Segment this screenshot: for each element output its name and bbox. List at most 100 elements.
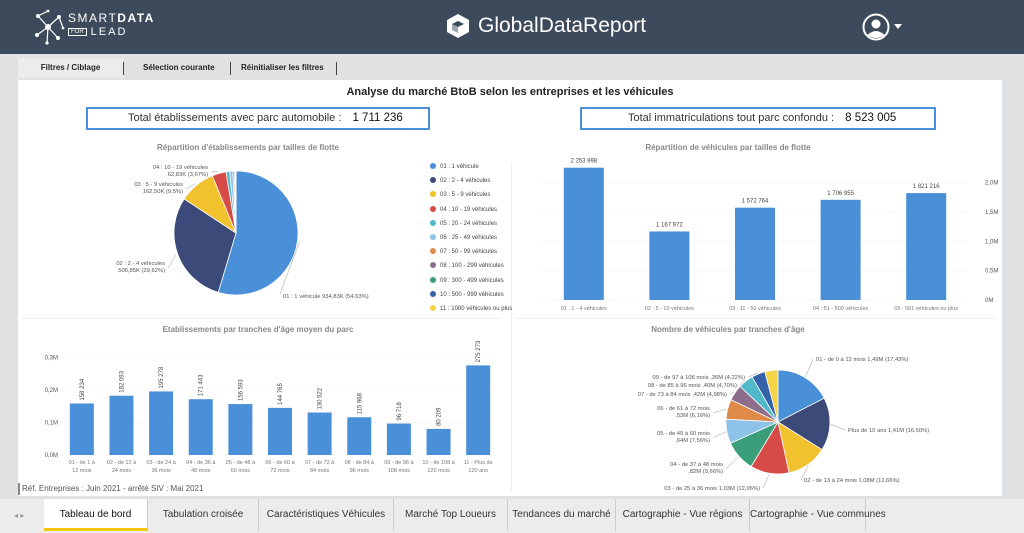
tab-scroll-arrows[interactable]: ◂ ▸ <box>14 511 25 520</box>
pie1-slice[interactable] <box>217 170 299 296</box>
legend-item[interactable]: 03 : 5 - 9 véhicules <box>430 189 490 201</box>
bar2-data-label: 158 234 <box>80 378 86 400</box>
legend-item[interactable]: 09 : 300 - 499 véhicules <box>430 275 504 287</box>
filter-toolbar: Filtres / Ciblage Sélection courante Réi… <box>18 58 1008 78</box>
bar1-data-label: 2 253 998 <box>570 159 597 165</box>
bar2-bar[interactable] <box>307 412 332 455</box>
legend-dot-icon <box>430 191 436 198</box>
bar1-bar[interactable] <box>820 199 861 300</box>
bar2-bar[interactable] <box>466 365 491 455</box>
bar2-category-label: 108 mois <box>388 468 411 474</box>
legend-label: 07 : 50 - 99 véhicules <box>440 249 498 256</box>
bar2-y-tick-label: 0,2M <box>45 388 58 394</box>
legend-dot-icon <box>430 219 436 226</box>
pie2-slice[interactable] <box>764 369 779 423</box>
pie2-title: Nombre de véhicules par tranches d'âge <box>651 325 805 334</box>
pie2-data-label: 09 - de 97 à 108 mois ,36M (4,22%) <box>653 375 746 381</box>
bar2-bar[interactable] <box>426 428 451 455</box>
legend-item[interactable]: 02 : 2 - 4 véhicules <box>430 175 490 187</box>
bar1-category-label: 04 : 51 - 500 véhicules <box>813 306 869 312</box>
tab-tendances-du-marche[interactable]: Tendances du marché <box>508 499 616 531</box>
pie2-leader-line <box>830 424 846 431</box>
pie1-slice[interactable] <box>173 198 237 293</box>
bar2-bar[interactable] <box>386 423 411 455</box>
bar1-category-label: 03 : 11 - 50 véhicules <box>729 306 781 312</box>
filters-button[interactable]: Filtres / Ciblage <box>18 58 123 78</box>
pie1-data-label: 506,85K (29,62%) <box>118 268 165 274</box>
pie2-slice[interactable] <box>777 397 831 451</box>
legend-item[interactable]: 11 : 1000 véhicules ou plus <box>430 303 512 315</box>
bar1-data-label: 1 706 955 <box>827 191 854 197</box>
bar1-data-label: 1 572 764 <box>742 199 769 205</box>
pie2-data-label: 01 - de 0 à 12 mois 1,49M (17,43%) <box>816 357 909 363</box>
kpi-registrations-value: 8 523 005 <box>845 112 897 124</box>
pie1-data-label: 162,50K (9,5%) <box>143 189 183 195</box>
bar1-bar[interactable] <box>906 193 947 300</box>
legend-item[interactable]: 04 : 10 - 19 véhicules <box>430 204 497 216</box>
tab-tabulation-croisee[interactable]: Tabulation croisée <box>148 499 259 531</box>
legend-item[interactable]: 06 : 25 - 49 véhicules <box>430 232 497 244</box>
bar-chart-establishments-age: 0,0M 0,1M 0,2M 0,3M 158 234 01 - de 1 à 12 moi… <box>45 340 498 474</box>
bar2-bar[interactable] <box>347 417 372 455</box>
bar2-bar[interactable] <box>268 407 292 455</box>
legend-item[interactable]: 05 : 20 - 24 véhicules <box>430 218 497 230</box>
bar1-bar[interactable] <box>649 231 690 300</box>
data-reference-note: Réf. Entreprises : Juin 2021 - arrêté SI… <box>22 484 204 493</box>
legend-item[interactable]: 07 : 50 - 99 véhicules <box>430 246 497 258</box>
bar2-category-label: 02 - de 12 à <box>107 460 137 466</box>
tab-caracteristiques-vehicules[interactable]: Caractéristiques Véhicules <box>259 499 394 531</box>
bar2-category-label: 36 mois <box>151 468 171 474</box>
legend-dot-icon <box>430 248 436 255</box>
bar1-y-tick-label: 1,5M <box>985 210 998 216</box>
bar1-bar[interactable] <box>563 167 604 300</box>
legend-item[interactable]: 01 : 1 véhicule <box>430 161 479 173</box>
pie2-data-label: 04 - de 37 à 48 mois <box>670 462 723 468</box>
bar2-data-label: 182 093 <box>119 370 125 392</box>
tab-cartographie-vue-communes[interactable]: Cartographie - Vue communes <box>750 499 886 531</box>
section-divider <box>511 162 512 492</box>
pie2-leader-line <box>712 431 726 439</box>
pie2-data-label: 03 - de 25 à 36 mois 1,03M (12,06%) <box>664 486 760 492</box>
bar2-category-label: 12 mois <box>72 468 92 474</box>
user-menu-chevron-down-icon[interactable] <box>894 24 902 29</box>
pie2-leader-line <box>725 456 739 470</box>
bar2-category-label: 06 - de 60 à <box>265 460 295 466</box>
pie2-leader-line <box>805 358 814 377</box>
pie2-data-label: 06 - de 61 à 72 mois <box>657 406 710 412</box>
legend-dot-icon <box>430 276 436 283</box>
bar2-category-label: 84 mois <box>310 468 330 474</box>
current-selection-button[interactable]: Sélection courante <box>143 63 215 72</box>
kpi-registrations-card: Total immatriculations tout parc confond… <box>580 107 936 130</box>
bar2-bar[interactable] <box>188 399 213 455</box>
section-divider <box>514 318 996 319</box>
bar1-category-label: 05 : 501 véhicules ou plus <box>894 306 958 312</box>
bar2-bar[interactable] <box>149 391 174 455</box>
bar2-category-label: 60 mois <box>231 468 251 474</box>
bar2-bar[interactable] <box>69 403 94 455</box>
tab-marche-top-loueurs[interactable]: Marché Top Loueurs <box>394 499 508 531</box>
legend-item[interactable]: 08 : 100 - 299 véhicules <box>430 260 504 272</box>
tab-tableau-de-bord[interactable]: Tableau de bord <box>44 499 148 531</box>
user-avatar-icon[interactable] <box>862 13 890 41</box>
bar2-category-label: 120 mois <box>427 468 450 474</box>
bar2-data-label: 144 765 <box>278 383 284 405</box>
toolbar-divider <box>336 62 337 75</box>
pie2-data-label: 02 - de 13 à 24 mois 1,08M (12,66%) <box>804 478 900 484</box>
bar1-bar[interactable] <box>735 207 775 300</box>
kpi-establishments-value: 1 711 236 <box>352 112 403 124</box>
bar2-bar[interactable] <box>228 404 253 455</box>
tab-cartographie-vue-regions[interactable]: Cartographie - Vue régions <box>616 499 750 531</box>
kpi-establishments-label: Total établissements avec parc automobil… <box>128 112 342 124</box>
bar2-category-label: 01 - de 1 à <box>69 460 96 466</box>
pie2-data-label: ,53M (6,16%) <box>675 413 710 419</box>
legend-dot-icon <box>430 234 436 240</box>
legend-label: 10 : 500 - 999 véhicules <box>440 291 504 298</box>
legend-item[interactable]: 10 : 500 - 999 véhicules <box>430 289 504 301</box>
pie2-slice[interactable] <box>777 369 825 423</box>
reset-filters-button[interactable]: Réinitialiser les filtres <box>241 63 324 72</box>
legend-dot-icon <box>430 305 436 311</box>
bar2-data-label: 156 593 <box>238 379 244 401</box>
legend-label: 05 : 20 - 24 véhicules <box>440 220 498 227</box>
bar2-bar[interactable] <box>109 395 134 455</box>
